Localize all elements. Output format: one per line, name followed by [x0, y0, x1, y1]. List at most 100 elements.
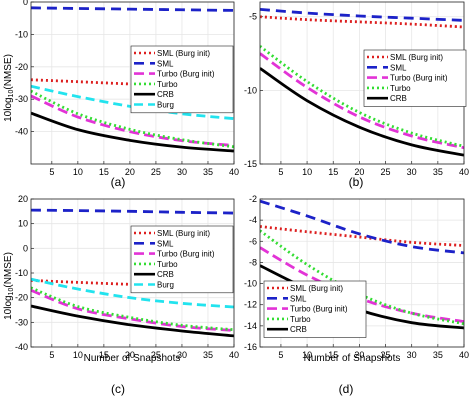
legend: SML (Burg init)SML Turbo (Burg init)Turbo…	[263, 280, 367, 338]
legend-box	[130, 225, 234, 294]
y-tick-label: -14	[244, 321, 257, 331]
y-tick-label: -10	[244, 85, 257, 95]
series-line-sml-burg-init	[260, 225, 464, 247]
x-tick-label: 35	[433, 167, 443, 177]
series-line-turbo	[260, 229, 464, 326]
series-line-burg	[31, 277, 234, 309]
x-tick-label: 15	[99, 350, 109, 360]
y-tick-label: 0	[23, 243, 28, 253]
x-tick-label: 25	[151, 350, 161, 360]
x-tick-label: 20	[354, 167, 364, 177]
legend-label: Turbo (Burg init)	[157, 250, 215, 259]
y-tick-label: -10	[15, 29, 28, 39]
panel-label: (a)	[111, 175, 126, 189]
ylabel-top: 10log10(NMSE)	[3, 54, 15, 122]
y-tick-label: -40	[15, 342, 28, 352]
y-tick-label: 0	[23, 0, 28, 7]
y-tick-label: -10	[15, 268, 28, 278]
series-line-sml-burg-init	[260, 15, 464, 29]
y-tick-label: -30	[15, 317, 28, 327]
x-tick-label: 40	[229, 350, 239, 360]
y-tick-label: -5	[249, 12, 257, 22]
series-line-sml-burg-init	[31, 279, 234, 289]
y-tick-label: -6	[249, 236, 257, 246]
x-tick-label: 40	[229, 167, 239, 177]
series-line-sml	[31, 6, 234, 12]
legend-label: SML	[157, 239, 174, 248]
legend-label: CRB	[157, 270, 174, 279]
y-tick-label: -12	[244, 300, 257, 310]
legend-label: SML (Burg init)	[157, 49, 210, 58]
x-tick-label: 10	[302, 167, 312, 177]
y-tick-label: -20	[15, 293, 28, 303]
legend-label: Turbo	[390, 84, 411, 93]
x-tick-label: 40	[459, 350, 469, 360]
x-tick-label: 10	[73, 350, 83, 360]
axes-frame	[259, 198, 465, 348]
x-tick-label: 5	[49, 167, 54, 177]
legend-label: Turbo (Burg init)	[390, 74, 448, 83]
x-tick-label: 30	[407, 350, 417, 360]
x-tick-label: 10	[73, 167, 83, 177]
series-line-turbo	[31, 89, 234, 149]
series-line-sml	[260, 199, 464, 255]
series-line-crb	[260, 67, 464, 157]
legend-label: SML	[290, 294, 307, 303]
x-tick-label: 30	[407, 167, 417, 177]
x-tick-label: 20	[354, 350, 364, 360]
x-tick-label: 35	[203, 167, 213, 177]
series-line-sml	[260, 7, 464, 22]
y-tick-label: -4	[249, 215, 257, 225]
series-group	[31, 208, 234, 338]
series-line-crb	[31, 304, 234, 338]
axes-frame	[30, 1, 235, 165]
legend: SML (Burg init)SML Turbo (Burg init)Turbo…	[130, 45, 234, 114]
panel-label: (b)	[349, 175, 364, 189]
y-tick-label: -16	[244, 342, 257, 352]
y-tick-label: -8	[249, 257, 257, 267]
legend-label: SML	[157, 59, 174, 68]
legend-label: Turbo	[290, 315, 311, 324]
panel-b: 5 10 15 20 25 30 35 40 -15 -10 -5 SML (Burg init)SM…	[244, 1, 469, 189]
y-tick-label: -15	[244, 159, 257, 169]
x-tick-label: 20	[125, 167, 135, 177]
x-tick-label: 40	[459, 167, 469, 177]
legend-label: Turbo	[157, 260, 178, 269]
y-tick-label: -2	[249, 194, 257, 204]
legend-box	[130, 45, 234, 114]
legend-label: SML (Burg init)	[157, 229, 210, 238]
series-group	[31, 6, 234, 153]
x-tick-label: 10	[302, 350, 312, 360]
y-tick-label: -20	[15, 62, 28, 72]
legend-label: SML (Burg init)	[390, 53, 443, 62]
legend-label: Burg	[157, 101, 174, 110]
x-tick-label: 25	[381, 167, 391, 177]
xlabel-c: Number of Snapshots	[84, 353, 181, 364]
xlabel-d: Number of Snapshots	[304, 353, 401, 364]
series-line-turbo-burg-init	[260, 52, 464, 150]
legend-label: CRB	[290, 325, 307, 334]
legend-label: CRB	[390, 94, 407, 103]
x-tick-label: 5	[278, 350, 283, 360]
legend-label: CRB	[157, 90, 174, 99]
axes-frame	[30, 198, 235, 348]
series-line-sml	[31, 208, 234, 215]
x-tick-label: 5	[49, 350, 54, 360]
series-line-crb	[31, 111, 234, 153]
series-line-sml-burg-init	[31, 78, 234, 89]
y-tick-label: 20	[18, 194, 28, 204]
panel-d: 5 10 15 20 25 30 35 40 -16 -14 -12 -10 -8 -6 -4 -2 SML (…	[244, 194, 469, 396]
ylabel-bottom: 10log10(NMSE)	[3, 252, 15, 320]
series-group	[260, 7, 464, 157]
x-tick-label: 35	[203, 350, 213, 360]
legend-label: SML	[390, 63, 407, 72]
x-tick-label: 25	[381, 350, 391, 360]
legend-label: Turbo (Burg init)	[157, 70, 215, 79]
x-tick-label: 30	[177, 167, 187, 177]
y-tick-label: -10	[244, 279, 257, 289]
legend: SML (Burg init)SML Turbo (Burg init)Turbo…	[130, 225, 234, 294]
panel-c: 5 10 15 20 25 30 35 40 -40 -30 -20 -10 0 10 20 SML (Bur…	[15, 194, 239, 396]
x-tick-label: 35	[433, 350, 443, 360]
legend: SML (Burg init)SML Turbo (Burg init)Turbo…	[363, 49, 467, 107]
